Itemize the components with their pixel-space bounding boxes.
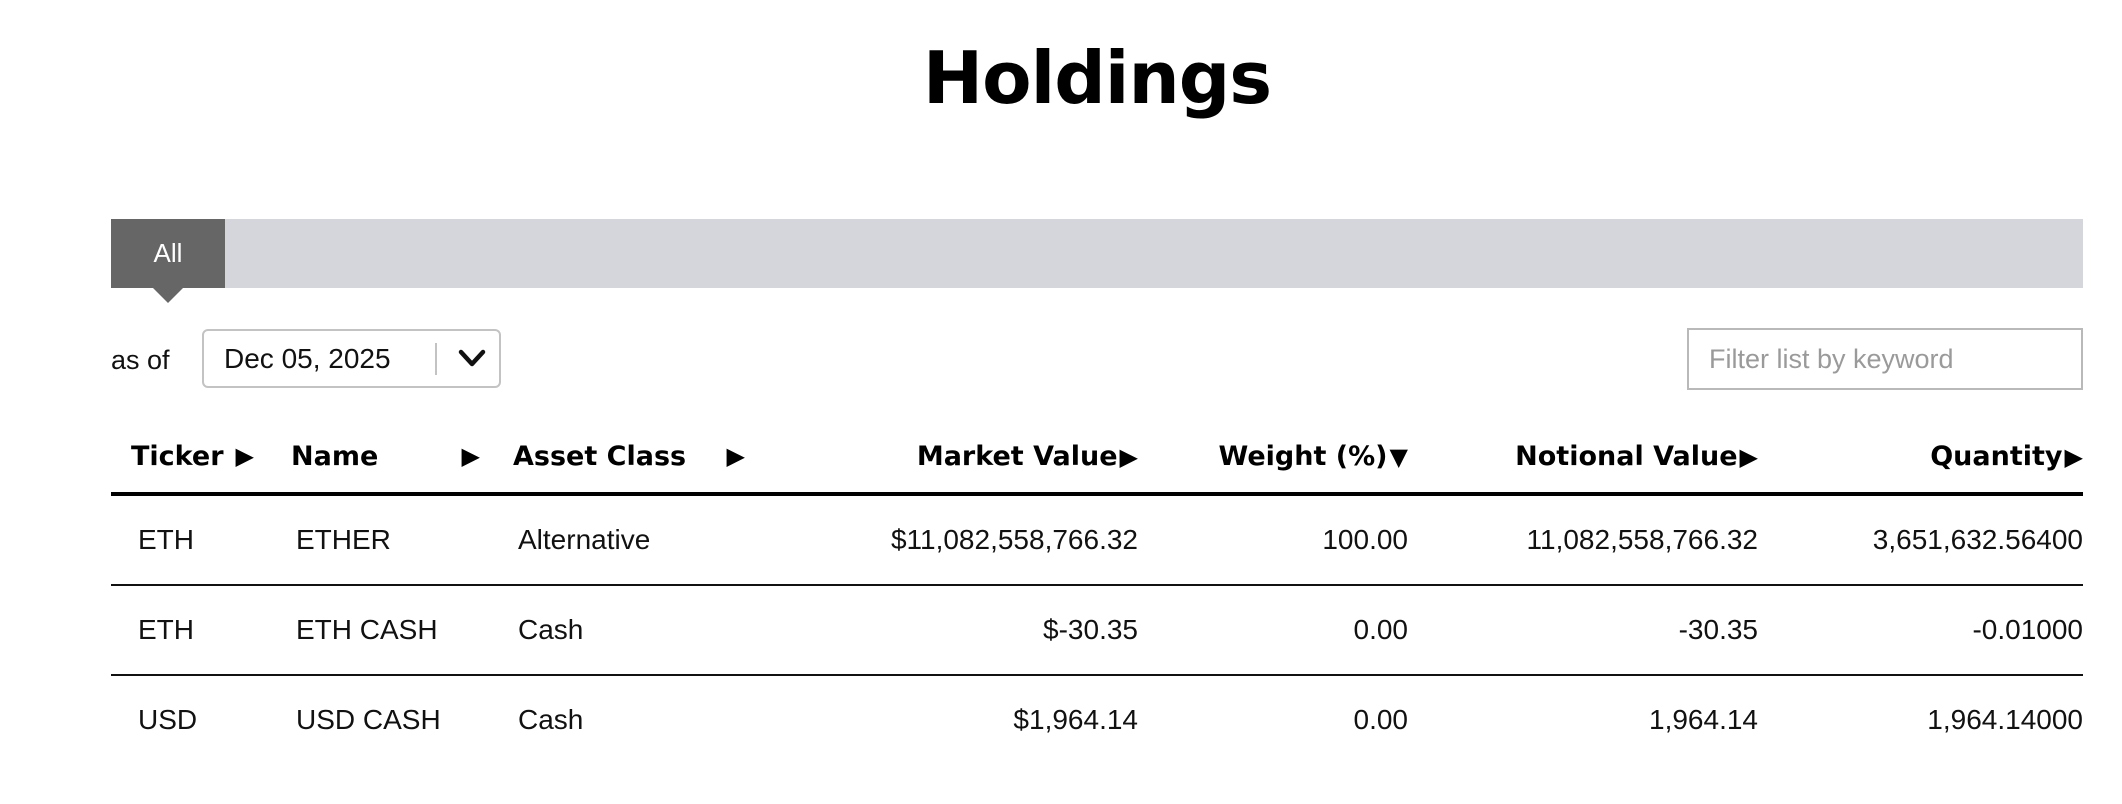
column-header-label: Weight (%) <box>1218 440 1388 472</box>
column-header-label: Ticker <box>131 440 224 472</box>
cell-ticker: ETH <box>111 494 286 586</box>
cell-asset-class: Alternative <box>498 494 763 586</box>
table-row: ETH ETH CASH Cash $-30.35 0.00 -30.35 -0… <box>111 585 2083 676</box>
sort-arrow-icon: ▶ <box>235 442 254 470</box>
sort-arrow-icon: ▶ <box>461 442 480 470</box>
cell-name: USD CASH <box>296 704 441 735</box>
cell-market-value: $11,082,558,766.32 <box>763 494 1138 586</box>
sort-arrow-icon: ▶ <box>2064 442 2083 471</box>
tab-strip: All <box>111 219 2083 303</box>
active-tab-pointer <box>153 288 183 303</box>
table-header-row: Ticker ▶ Name ▶ Asset Class ▶ Market Val… <box>111 420 2083 496</box>
cell-notional-value: -30.35 <box>1408 585 1758 676</box>
page-title: Holdings <box>922 36 1272 120</box>
table-row: ETH ETHER Alternative $11,082,558,766.32… <box>111 494 2083 586</box>
cell-notional-value: 11,082,558,766.32 <box>1408 494 1758 586</box>
sort-arrow-icon: ▶ <box>1739 442 1758 471</box>
column-header-weight[interactable]: Weight (%)▼ <box>1138 420 1408 496</box>
cell-name: ETH CASH <box>286 585 498 676</box>
cell-quantity: -0.01000 <box>1758 585 2083 676</box>
cell-market-value: $1,964.14 <box>1013 704 1138 735</box>
column-header-label: Market Value <box>916 440 1118 472</box>
as-of-label: as of <box>111 345 170 375</box>
sort-arrow-icon: ▼ <box>1389 442 1408 471</box>
chevron-down-icon <box>458 349 486 367</box>
table-row: USD USD CASH Cash $1,964.14 0.00 1,964.1… <box>111 675 2083 764</box>
cell-ticker: USD <box>138 704 198 735</box>
cell-asset-class: Cash <box>518 704 584 735</box>
cell-name: ETHER <box>286 494 498 586</box>
cell-quantity: 1,964.14000 <box>1927 704 2083 735</box>
sort-arrow-icon: ▶ <box>1119 442 1138 471</box>
cell-weight: 0.00 <box>1138 585 1408 676</box>
cell-weight: 0.00 <box>1353 704 1409 735</box>
holdings-table: Ticker ▶ Name ▶ Asset Class ▶ Market Val… <box>111 420 2083 764</box>
cell-weight: 100.00 <box>1138 494 1408 586</box>
cell-notional-value: 1,964.14 <box>1649 704 1758 735</box>
column-header-label: Asset Class <box>513 440 687 472</box>
column-header-ticker[interactable]: Ticker ▶ <box>111 420 286 496</box>
column-header-notional-value[interactable]: Notional Value▶ <box>1408 420 1758 496</box>
column-header-asset-class[interactable]: Asset Class ▶ <box>498 420 763 496</box>
column-header-label: Notional Value <box>1515 440 1738 472</box>
tab-all[interactable]: All <box>111 219 225 288</box>
column-header-label: Name <box>291 440 379 472</box>
date-select-divider <box>435 343 437 375</box>
column-header-label: Quantity <box>1930 440 2063 472</box>
cell-quantity: 3,651,632.56400 <box>1758 494 2083 586</box>
column-header-quantity[interactable]: Quantity▶ <box>1758 420 2083 496</box>
sort-arrow-icon: ▶ <box>726 442 745 470</box>
column-header-market-value[interactable]: Market Value▶ <box>763 420 1138 496</box>
date-select[interactable]: Dec 05, 2025 <box>202 329 501 388</box>
cell-market-value: $-30.35 <box>763 585 1138 676</box>
date-value: Dec 05, 2025 <box>224 343 391 374</box>
column-header-name[interactable]: Name ▶ <box>286 420 498 496</box>
cell-ticker: ETH <box>111 585 286 676</box>
cell-asset-class: Cash <box>498 585 763 676</box>
filter-input[interactable] <box>1687 328 2083 390</box>
